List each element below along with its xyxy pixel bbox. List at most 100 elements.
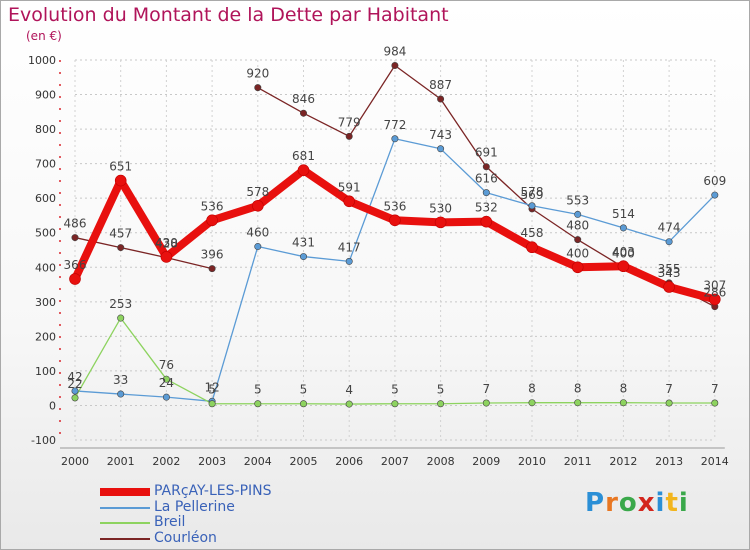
data-label: 5 — [300, 383, 308, 397]
data-label: 536 — [383, 199, 406, 213]
data-point — [571, 261, 584, 274]
data-point — [69, 273, 81, 285]
data-point — [389, 214, 401, 227]
data-point — [665, 399, 673, 407]
data-point — [299, 109, 307, 117]
data-point — [619, 224, 627, 232]
data-point — [208, 400, 216, 408]
data-point — [528, 202, 536, 210]
data-point — [528, 399, 536, 407]
data-label: 984 — [383, 45, 406, 59]
data-point — [162, 375, 170, 383]
y-tick-label: 100 — [35, 365, 56, 378]
data-label: 920 — [246, 67, 269, 81]
data-point — [343, 195, 356, 208]
proxiti-logo: Proxiti — [585, 488, 689, 518]
logo-letter: x — [637, 488, 656, 518]
y-tick-label: 700 — [35, 158, 56, 171]
y-tick-label: 500 — [35, 227, 56, 240]
y-tick-label: 400 — [35, 261, 56, 274]
data-point — [71, 394, 79, 402]
data-point — [345, 132, 353, 140]
data-point — [254, 243, 262, 251]
data-point — [708, 293, 721, 306]
data-label: 76 — [159, 358, 174, 372]
y-tick-label: 1000 — [28, 54, 56, 67]
data-label: 578 — [521, 185, 544, 199]
logo-letter: t — [665, 488, 679, 518]
data-label: 743 — [429, 128, 452, 142]
data-point — [482, 399, 490, 407]
data-label: 24 — [159, 376, 174, 390]
y-tick-label: 300 — [35, 296, 56, 309]
data-label: 514 — [612, 207, 635, 221]
data-label: 651 — [109, 160, 132, 174]
data-label: 772 — [383, 118, 406, 132]
data-label: 486 — [64, 217, 87, 231]
data-point — [711, 399, 719, 407]
data-label: 480 — [566, 219, 589, 233]
data-label: 286 — [703, 286, 726, 300]
x-tick-label: 2002 — [152, 455, 180, 468]
x-tick-label: 2003 — [198, 455, 226, 468]
data-label: 5 — [254, 383, 262, 397]
data-point — [299, 253, 307, 261]
y-tick-label: 0 — [49, 399, 56, 412]
chart-title: Evolution du Montant de la Dette par Hab… — [8, 4, 449, 26]
data-point — [437, 95, 445, 103]
data-label: 403 — [612, 245, 635, 259]
logo-letter: o — [618, 488, 638, 518]
data-point — [711, 191, 719, 199]
legend-label: PARçAY-LES-PINS — [154, 483, 272, 499]
data-label: 417 — [338, 240, 361, 254]
data-label: 5 — [391, 383, 399, 397]
x-tick-label: 2007 — [381, 455, 409, 468]
data-label: 457 — [109, 227, 132, 241]
data-point — [665, 238, 673, 246]
data-label: 474 — [658, 221, 681, 235]
data-label: 532 — [475, 201, 498, 215]
x-tick-label: 2000 — [61, 455, 89, 468]
data-label: 430 — [155, 236, 178, 250]
data-label: 7 — [711, 382, 719, 396]
data-label: 616 — [475, 172, 498, 186]
data-label: 569 — [521, 188, 544, 202]
data-label: 343 — [658, 266, 681, 280]
data-point — [391, 400, 399, 408]
data-label: 553 — [566, 193, 589, 207]
data-point — [299, 400, 307, 408]
x-tick-label: 2013 — [655, 455, 683, 468]
data-label: 609 — [703, 174, 726, 188]
data-label: 591 — [338, 180, 361, 194]
data-point — [574, 210, 582, 218]
data-label: 4 — [345, 383, 353, 397]
data-label: 400 — [612, 246, 635, 260]
data-label: 307 — [703, 278, 726, 292]
data-point — [345, 400, 353, 408]
data-point — [208, 265, 216, 273]
data-label: 22 — [67, 377, 82, 391]
data-point — [434, 216, 447, 229]
data-point — [617, 260, 630, 273]
data-point — [117, 314, 125, 322]
legend-label: La Pellerine — [154, 498, 235, 515]
data-point — [160, 251, 173, 263]
data-point — [254, 400, 262, 408]
data-point — [480, 215, 493, 228]
data-point — [526, 241, 538, 254]
data-point — [391, 62, 399, 70]
data-label: 253 — [109, 297, 132, 311]
data-label: 779 — [338, 115, 361, 129]
logo-letter: P — [585, 488, 606, 518]
chart-data-labels: 4864574283969208467799848876915694804003… — [64, 45, 727, 398]
x-tick-label: 2010 — [518, 455, 546, 468]
data-point — [206, 214, 218, 227]
data-label: 5 — [208, 383, 216, 397]
data-label: 5 — [437, 383, 445, 397]
y-tick-label: 900 — [35, 89, 56, 102]
data-label: 458 — [521, 226, 544, 240]
y-tick-label: 800 — [35, 123, 56, 136]
data-label: 7 — [482, 382, 490, 396]
data-label: 400 — [566, 246, 589, 260]
